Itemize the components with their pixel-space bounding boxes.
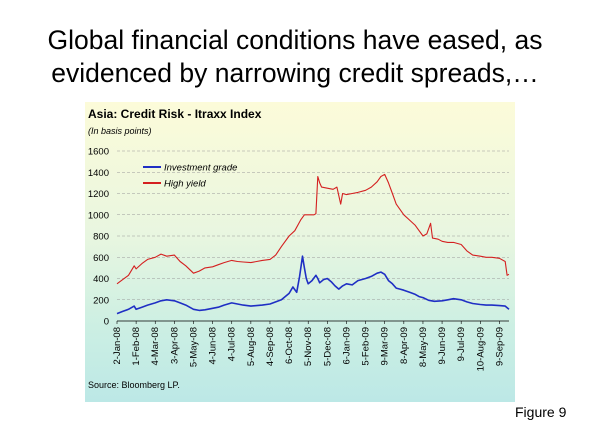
x-tick-label: 5-May-08 <box>188 327 199 367</box>
x-tick-label: 4-Jun-08 <box>208 327 219 365</box>
chart-svg: 0 200 400 600 800 1000 1200 1400 1600 2-Jan-08 1-F… <box>88 147 510 371</box>
x-tick-label: 8-Apr-09 <box>399 327 410 364</box>
legend-label: Investment grade <box>164 163 237 174</box>
x-tick-label: 9-Mar-09 <box>380 327 391 366</box>
chart-panel: Asia: Credit Risk - Itraxx Index (In bas… <box>85 102 515 402</box>
y-tick-label: 1200 <box>88 189 109 200</box>
chart-subtitle: (In basis points) <box>88 126 152 136</box>
slide-title-line-2: evidenced by narrowing credit spreads,… <box>51 58 539 88</box>
x-tick-label: 8-May-09 <box>418 327 429 367</box>
y-tick-label: 800 <box>93 232 109 243</box>
slide-title-line-1: Global financial conditions have eased, … <box>47 25 543 55</box>
x-tick-label: 5-Aug-08 <box>246 327 257 366</box>
x-tick-label: 9-Sep-09 <box>494 327 505 366</box>
x-tick-label: 6-Oct-08 <box>284 327 295 364</box>
x-tick-label: 5-Feb-09 <box>361 327 372 366</box>
y-tick-label: 400 <box>93 274 109 285</box>
x-tick-label: 5-Nov-08 <box>303 327 314 366</box>
y-tick-label: 1000 <box>88 210 109 221</box>
chart-source: Source: Bloomberg LP. <box>88 380 180 390</box>
y-tick-label: 1600 <box>88 147 109 158</box>
y-tick-label: 1400 <box>88 168 109 179</box>
x-tick-label: 5-Dec-08 <box>322 327 333 366</box>
x-tick-label: 4-Mar-08 <box>150 327 161 366</box>
x-tick-label: 9-Jun-09 <box>437 327 448 365</box>
x-tick-label: 6-Jan-09 <box>341 327 352 365</box>
legend-label: High yield <box>164 179 206 190</box>
x-tick-label: 2-Jan-08 <box>112 327 123 365</box>
x-tick-label: 1-Feb-08 <box>131 327 142 366</box>
figure-label: Figure 9 <box>515 404 567 420</box>
y-tick-label: 0 <box>104 317 109 328</box>
slide-title: Global financial conditions have eased, … <box>0 24 590 90</box>
x-tick-label: 4-Sep-08 <box>265 327 276 366</box>
x-tick-label: 3-Apr-08 <box>169 327 180 364</box>
chart-title: Asia: Credit Risk - Itraxx Index <box>88 107 262 121</box>
x-tick-label: 10-Aug-09 <box>475 327 486 371</box>
x-tick-label: 4-Jul-08 <box>227 327 238 361</box>
series-line-investment-grade <box>116 255 510 315</box>
y-tick-label: 200 <box>93 295 109 306</box>
y-tick-label: 600 <box>93 253 109 264</box>
x-tick-label: 9-Jul-09 <box>456 327 467 361</box>
series-line-high-yield <box>116 173 510 285</box>
